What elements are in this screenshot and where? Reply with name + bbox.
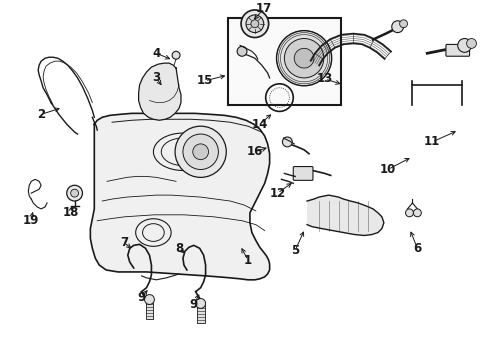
Circle shape [71, 189, 78, 197]
Circle shape [284, 39, 324, 78]
Circle shape [237, 46, 247, 56]
Circle shape [175, 126, 226, 177]
Circle shape [246, 15, 264, 33]
Circle shape [193, 144, 209, 159]
Bar [228, 18, 341, 104]
Text: 5: 5 [291, 244, 299, 257]
Text: 18: 18 [63, 206, 79, 219]
Bar [197, 305, 205, 323]
Circle shape [294, 48, 314, 68]
Text: 4: 4 [152, 47, 161, 60]
Text: 8: 8 [175, 242, 183, 255]
Text: 2: 2 [37, 108, 45, 121]
Circle shape [458, 39, 471, 52]
Circle shape [414, 209, 421, 217]
Text: 9: 9 [138, 291, 146, 304]
Circle shape [400, 20, 408, 28]
Text: 7: 7 [120, 236, 128, 249]
FancyBboxPatch shape [293, 167, 313, 180]
Circle shape [282, 137, 292, 147]
Text: 16: 16 [246, 145, 263, 158]
Text: 3: 3 [152, 71, 160, 84]
FancyBboxPatch shape [446, 44, 469, 56]
Text: 13: 13 [317, 72, 333, 85]
Circle shape [145, 294, 154, 305]
Circle shape [67, 185, 82, 201]
Text: 17: 17 [256, 3, 272, 15]
Polygon shape [139, 63, 181, 120]
Circle shape [406, 209, 414, 217]
Text: 11: 11 [424, 135, 440, 148]
Bar [146, 301, 153, 319]
Circle shape [392, 21, 404, 33]
Text: 6: 6 [413, 242, 421, 255]
Text: 9: 9 [190, 298, 198, 311]
Circle shape [276, 31, 332, 86]
Text: 10: 10 [380, 163, 396, 176]
Circle shape [241, 10, 269, 37]
Circle shape [251, 20, 259, 28]
Circle shape [466, 39, 476, 48]
Text: 12: 12 [270, 186, 286, 200]
Text: 1: 1 [244, 253, 252, 267]
Polygon shape [307, 195, 384, 235]
Polygon shape [90, 113, 270, 280]
Circle shape [183, 134, 219, 170]
Circle shape [172, 51, 180, 59]
Text: 15: 15 [196, 75, 213, 87]
Text: 14: 14 [251, 118, 268, 131]
Circle shape [196, 298, 206, 309]
Text: 19: 19 [23, 214, 40, 227]
